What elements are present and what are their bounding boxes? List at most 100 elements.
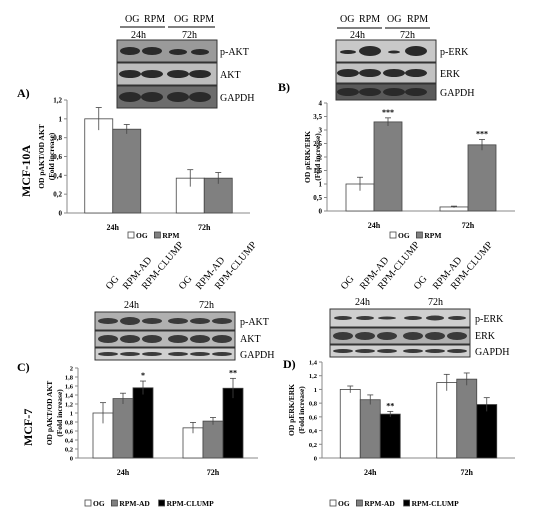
band: [359, 88, 381, 96]
band-panel: [329, 308, 471, 328]
band: [120, 47, 140, 55]
y-tick-label: 0,4: [309, 428, 318, 435]
y-tick-label: 0,6: [53, 153, 62, 161]
x-tick-label: 24h: [117, 468, 130, 477]
blot-erk-mcf7: OG RPM-AD RPM-CLUMP OG RPM-AD RPM-CLUMP …: [329, 239, 509, 358]
band: [120, 352, 140, 356]
band: [426, 315, 444, 321]
band: [142, 352, 162, 356]
band: [142, 335, 162, 343]
band: [378, 316, 396, 320]
y-axis-label: (Fold increase): [55, 389, 64, 437]
group-label: 24h: [350, 30, 365, 41]
band: [98, 352, 118, 356]
bar: [359, 399, 381, 459]
legend-label: RPM-CLUMP: [167, 499, 214, 508]
legend-swatch: [127, 231, 135, 239]
band: [141, 92, 163, 102]
band: [337, 69, 359, 77]
band: [355, 332, 375, 340]
band: [98, 335, 118, 343]
legend-swatch: [111, 499, 118, 507]
y-tick-label: 1: [314, 387, 317, 394]
band: [190, 335, 210, 343]
band: [383, 88, 405, 96]
significance-label: **: [386, 401, 394, 410]
band: [168, 335, 188, 343]
lane-label: OG: [412, 274, 430, 292]
y-axis-label: (Fold increase): [297, 386, 306, 434]
y-tick-label: 4: [319, 100, 323, 108]
band: [119, 70, 141, 78]
y-tick-label: 0,2: [65, 447, 73, 454]
x-tick-label: 72h: [462, 221, 475, 230]
chart-a: 0 0,2 0,4 0,6 0,8 1 1,2 OD pAKT/OD AKT (Fold inc…: [37, 97, 250, 240]
band: [377, 349, 397, 353]
band: [359, 46, 381, 56]
band: [168, 318, 188, 324]
legend-swatch: [415, 231, 423, 239]
band: [404, 316, 422, 320]
y-tick-label: 3: [319, 127, 323, 135]
group-label: 24h: [355, 297, 370, 308]
band: [333, 349, 353, 353]
y-tick-label: 0,2: [53, 191, 62, 199]
lane-label: OG: [339, 274, 357, 292]
band-label: AKT: [240, 334, 261, 345]
band: [120, 317, 140, 325]
legend-swatch: [153, 231, 161, 239]
significance-label: ***: [382, 108, 394, 117]
band: [333, 332, 353, 340]
band-panel: [329, 344, 471, 358]
y-axis-label: OD pAKT/OD AKT: [45, 381, 54, 446]
bar: [112, 398, 134, 459]
band: [388, 50, 400, 54]
band-label: p-AKT: [240, 317, 269, 328]
blot-erk-mcf10a: OG RPM OG RPM 24h 72h p-ERK ERK GAPDH: [335, 14, 474, 101]
lane-label: RPM: [144, 14, 165, 25]
y-axis-label: OD pERK/ERK: [303, 131, 312, 183]
bar: [339, 389, 361, 459]
chart-b: 0 0,5 1 1,5 2 2,5 3 3,5 4 OD pERK/ERK (Fold increa…: [303, 100, 515, 240]
y-tick-label: 0,4: [65, 438, 74, 445]
band-label: ERK: [475, 331, 496, 342]
cell-line-label: MCF-10A: [19, 145, 33, 197]
group-label: 72h: [428, 297, 443, 308]
band: [405, 88, 427, 96]
x-tick-label: 72h: [198, 223, 211, 232]
y-axis-label: (Fold increase): [47, 132, 56, 180]
band: [377, 332, 397, 340]
band: [190, 318, 210, 324]
y-tick-label: 1,8: [65, 375, 74, 382]
panel-label-a: A): [17, 86, 30, 100]
bar: [373, 121, 403, 212]
panel-label-b: B): [278, 80, 290, 94]
band: [167, 92, 189, 102]
band: [191, 49, 209, 55]
legend-label: OG: [136, 231, 148, 240]
band: [355, 349, 375, 353]
group-label: 72h: [400, 30, 415, 41]
legend-label: OG: [93, 499, 105, 508]
bar: [84, 118, 114, 214]
band: [141, 70, 163, 78]
y-tick-label: 1: [70, 411, 73, 418]
band: [189, 70, 211, 78]
band: [98, 318, 118, 324]
band: [383, 69, 405, 77]
y-tick-label: 1,5: [313, 167, 322, 175]
y-tick-label: 0,5: [313, 194, 322, 202]
band: [425, 332, 445, 340]
band: [403, 349, 423, 353]
y-tick-label: 1,2: [309, 373, 317, 380]
group-label: 24h: [124, 300, 139, 311]
y-tick-label: 1,6: [65, 384, 74, 391]
lane-label: RPM: [193, 14, 214, 25]
band: [142, 318, 162, 324]
x-tick-label: 24h: [364, 468, 377, 477]
y-tick-label: 1,4: [309, 360, 318, 367]
lane-label: OG: [174, 14, 188, 25]
significance-label: *: [141, 371, 145, 380]
y-tick-label: 0,6: [65, 429, 74, 436]
